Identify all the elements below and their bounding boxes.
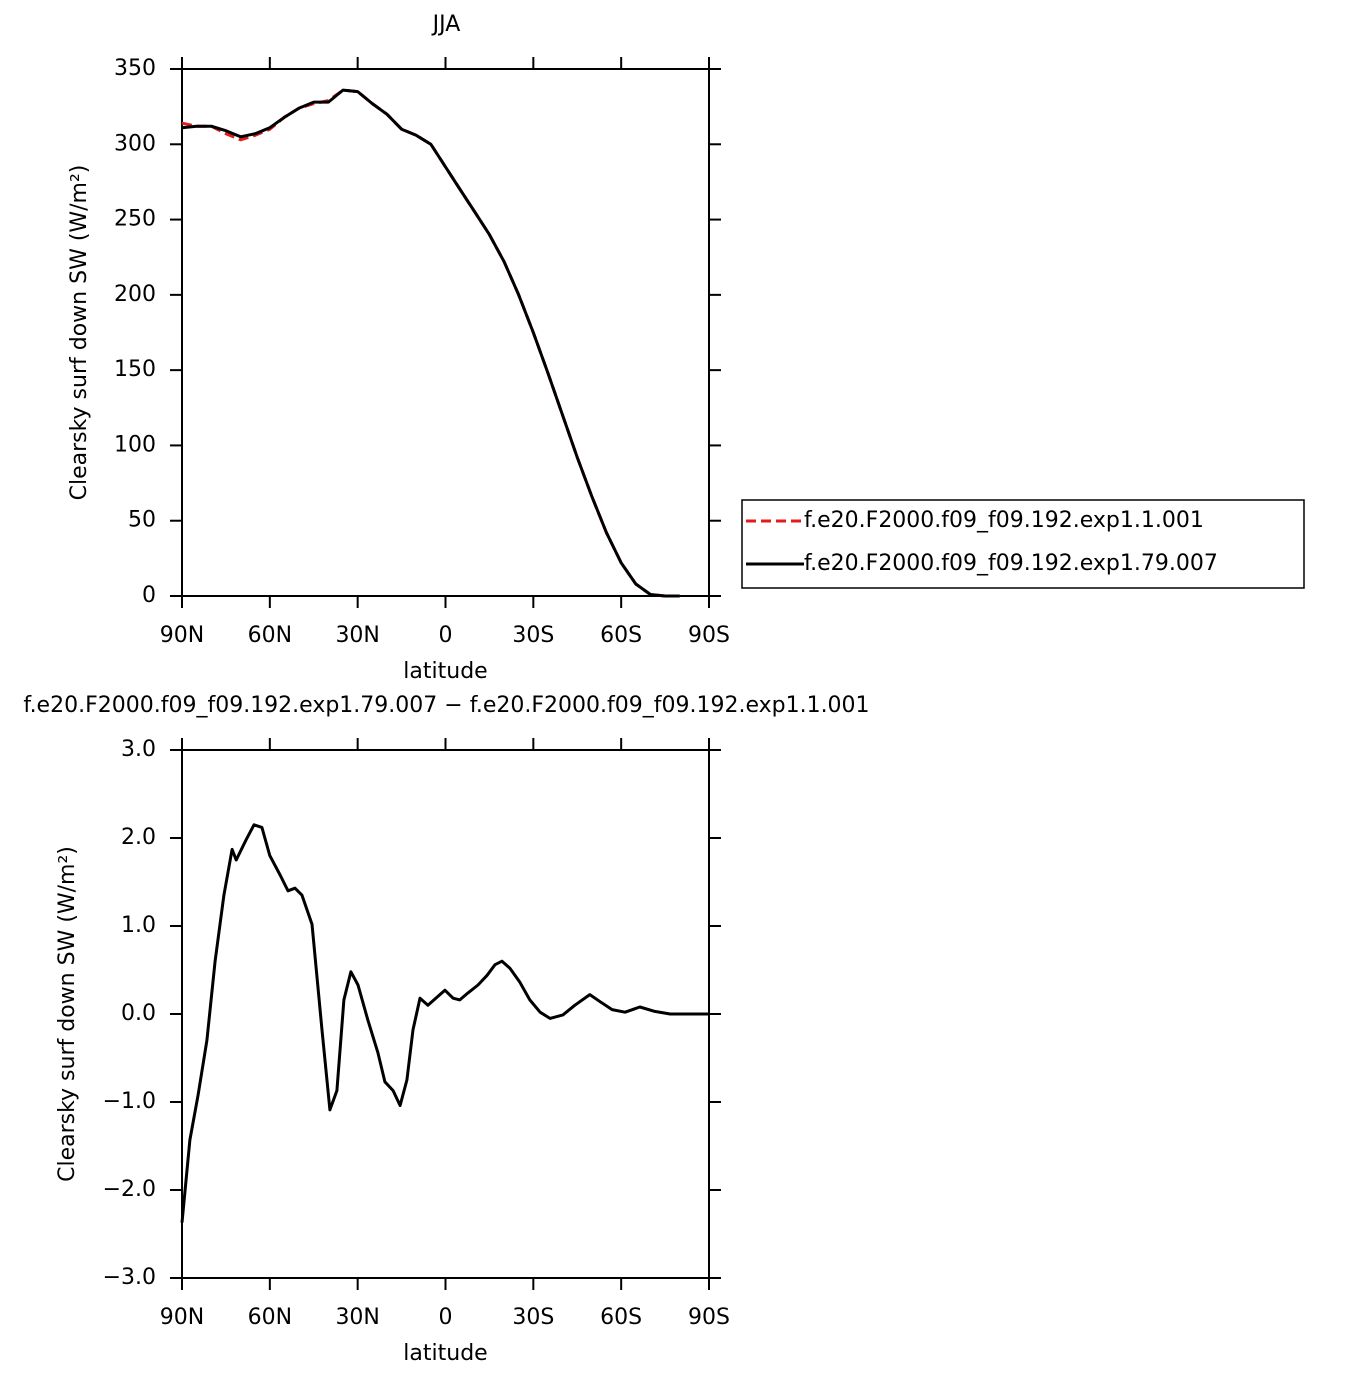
y-tick-label: 250 xyxy=(114,207,156,232)
y-tick-label: 100 xyxy=(114,432,156,457)
x-tick-label: 60S xyxy=(600,1305,642,1330)
x-tick-label: 90S xyxy=(688,623,730,648)
plot-frame xyxy=(181,68,710,597)
x-tick-label: 90N xyxy=(160,623,204,648)
y-tick-label: 3.0 xyxy=(121,737,156,762)
y-axis-label: Clearsky surf down SW (W/m²) xyxy=(67,165,92,501)
x-tick-label: 90S xyxy=(688,1305,730,1330)
y-tick-label: 0 xyxy=(142,583,156,608)
y-tick-label: 1.0 xyxy=(121,913,156,938)
legend-box xyxy=(741,499,1305,589)
x-tick-label: 60S xyxy=(600,623,642,648)
chart-title: JJA xyxy=(431,12,461,37)
y-tick-label: −1.0 xyxy=(103,1089,156,1114)
x-tick-label: 30S xyxy=(512,1305,554,1330)
y-tick-label: 50 xyxy=(128,508,156,533)
y-tick-label: −2.0 xyxy=(103,1177,156,1202)
x-tick-label: 60N xyxy=(248,1305,292,1330)
x-tick-label: 60N xyxy=(248,623,292,648)
legend-label: f.e20.F2000.f09_f09.192.exp1.1.001 xyxy=(804,508,1204,533)
x-tick-label: 30N xyxy=(335,1305,379,1330)
data-line xyxy=(180,823,709,1223)
x-tick-label: 0 xyxy=(439,623,453,648)
x-tick-label: 0 xyxy=(439,1305,453,1330)
data-line xyxy=(181,88,680,598)
x-axis-label: latitude xyxy=(403,1341,487,1366)
y-tick-label: −3.0 xyxy=(103,1265,156,1290)
y-tick-label: 150 xyxy=(114,357,156,382)
y-tick-label: 350 xyxy=(114,56,156,81)
x-axis-label: latitude xyxy=(403,659,487,684)
data-line xyxy=(181,88,680,598)
x-tick-label: 90N xyxy=(160,1305,204,1330)
y-tick-label: 300 xyxy=(114,131,156,156)
x-tick-label: 30N xyxy=(335,623,379,648)
y-tick-label: 0.0 xyxy=(121,1001,156,1026)
chart-title: f.e20.F2000.f09_f09.192.exp1.79.007 − f.… xyxy=(23,693,869,718)
y-tick-label: 200 xyxy=(114,282,156,307)
legend-label: f.e20.F2000.f09_f09.192.exp1.79.007 xyxy=(804,551,1218,576)
x-tick-label: 30S xyxy=(512,623,554,648)
y-axis-label: Clearsky surf down SW (W/m²) xyxy=(55,846,80,1182)
y-tick-label: 2.0 xyxy=(121,825,156,850)
